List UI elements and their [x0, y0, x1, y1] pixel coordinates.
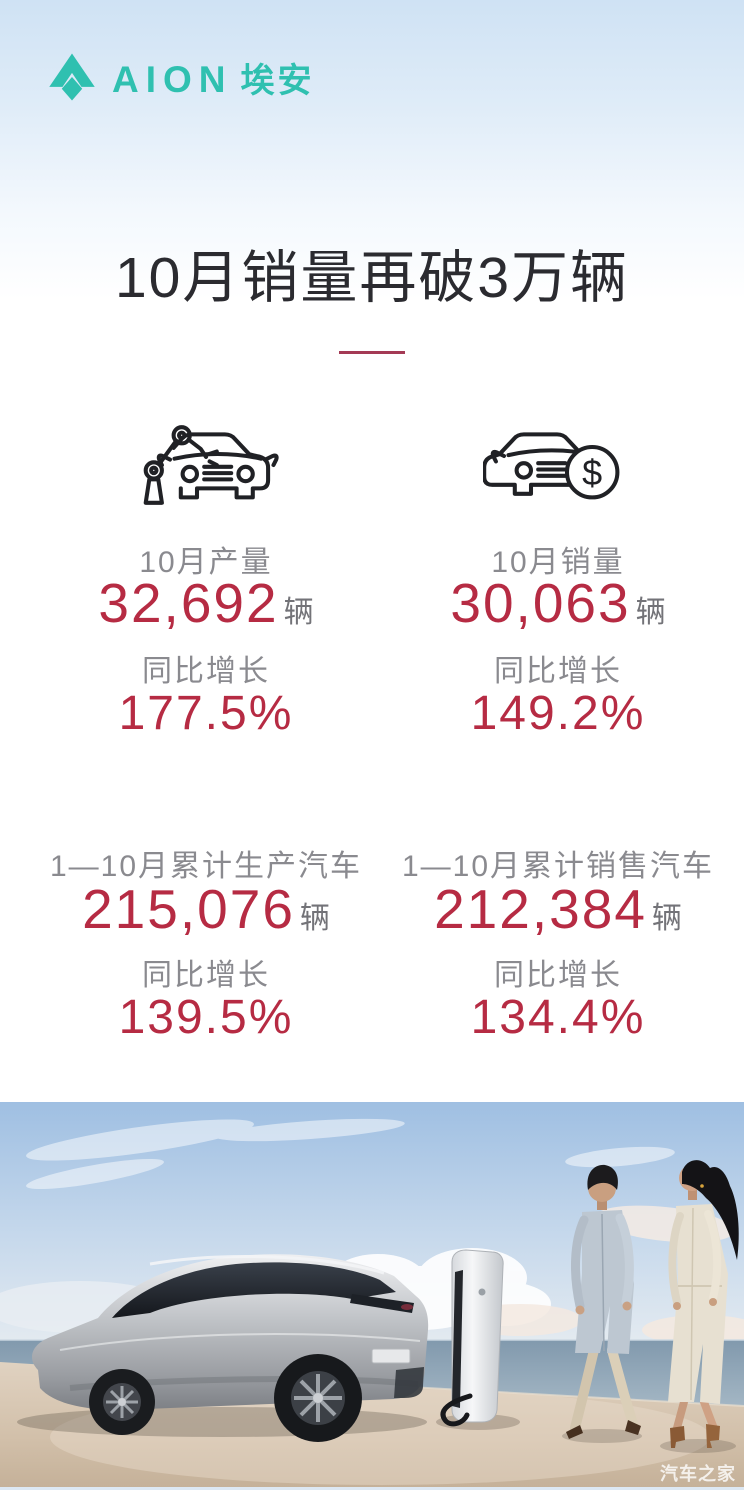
ground-highlight [50, 1389, 710, 1485]
man-illustration [562, 1164, 642, 1443]
monthly-growth-label-row: 同比增长 同比增长 [30, 646, 734, 690]
cumulative-sales-value: 212,384 辆 [434, 878, 682, 940]
aion-logomark-icon [49, 53, 95, 101]
hero-photo: 汽车之家 [0, 1102, 744, 1487]
cumulative-production-label: 1—10月累计生产汽车 [49, 850, 363, 883]
aion-wordmark: AION 埃安 [112, 53, 315, 102]
cumulative-value-row: 215,076 辆 212,384 辆 [30, 877, 734, 941]
cumulative-label-row: 1—10月累计生产汽车 1—10月累计销售汽车 [30, 841, 734, 885]
autohome-watermark: 汽车之家 [660, 1463, 736, 1484]
cumulative-sales-label: 1—10月累计销售汽车 [401, 850, 715, 883]
seaside-charging-scene: 汽车之家 [0, 1102, 744, 1487]
monthly-sales-label: 10月销量 [491, 546, 625, 579]
brand-name-en: AION [112, 58, 233, 100]
monthly-production-value: 32,692 辆 [98, 572, 314, 634]
yoy-growth-label: 同比增长 [494, 655, 622, 688]
monthly-growth-value-row: 177.5% 149.2% [30, 686, 734, 741]
robot-arm-car-icon [143, 425, 279, 505]
bottom-strip [0, 1487, 744, 1490]
sky-gradient-background [0, 0, 744, 300]
yoy-growth-label: 同比增长 [494, 959, 622, 992]
monthly-sales-value: 30,063 辆 [450, 572, 666, 634]
monthly-value-row: 32,692 辆 30,063 辆 [30, 571, 734, 635]
monthly-production-growth: 177.5% [118, 687, 294, 740]
page-title: 10月销量再破3万辆 [114, 246, 630, 310]
suv-illustration [32, 1254, 429, 1442]
yoy-growth-label: 同比增长 [142, 655, 270, 688]
cumulative-production-value: 215,076 辆 [82, 878, 330, 940]
svg-text:$: $ [582, 452, 602, 493]
woman-illustration [660, 1160, 739, 1453]
cumulative-production-growth: 139.5% [118, 991, 294, 1044]
monthly-production-label: 10月产量 [139, 546, 273, 579]
cumulative-growth-label-row: 同比增长 同比增长 [30, 950, 734, 994]
brand-name-cn: 埃安 [240, 61, 315, 100]
cumulative-sales-growth: 134.4% [470, 991, 646, 1044]
red-divider [339, 351, 405, 354]
yoy-growth-label: 同比增长 [142, 959, 270, 992]
icons-row: $ [30, 398, 734, 510]
charging-station-illustration [436, 1249, 520, 1430]
car-shadow [17, 1407, 427, 1437]
brand-logo: AION 埃安 [46, 52, 315, 102]
cumulative-growth-value-row: 139.5% 134.4% [30, 990, 734, 1045]
monthly-sales-growth: 149.2% [470, 687, 646, 740]
monthly-label-row: 10月产量 10月销量 [30, 537, 734, 581]
car-dollar-icon: $ [483, 432, 620, 500]
